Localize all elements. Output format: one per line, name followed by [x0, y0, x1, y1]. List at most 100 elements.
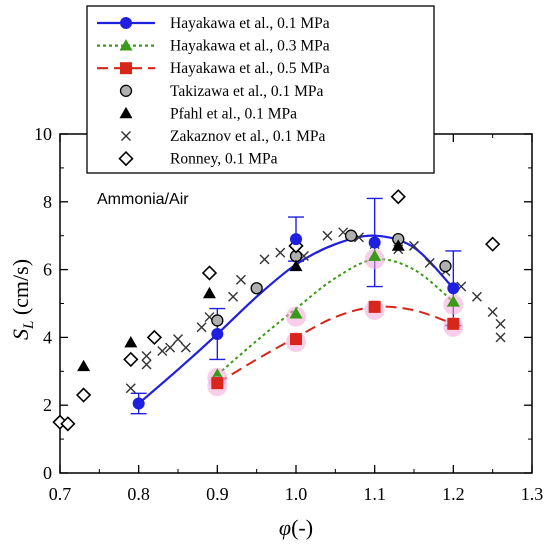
y-tick-label: 2	[43, 395, 52, 415]
cross-stroke	[204, 312, 215, 323]
data-point	[289, 307, 303, 319]
legend-entry: Hayakawa et al., 0.5 MPa	[97, 60, 330, 77]
data-point	[368, 300, 381, 313]
cross-stroke	[495, 332, 506, 343]
data-point	[60, 416, 76, 432]
data-point	[446, 295, 460, 307]
x-tick-label: 1.1	[363, 484, 386, 504]
x-tick-label: 1.3	[521, 484, 544, 504]
data-point	[196, 322, 207, 333]
cross-stroke	[228, 291, 239, 302]
cross-stroke	[180, 342, 191, 353]
cross-stroke	[121, 131, 131, 141]
cross-stroke	[424, 257, 435, 268]
data-point	[124, 335, 138, 348]
data-point	[146, 329, 163, 346]
x-axis-unit: (-)	[291, 515, 313, 540]
data-point	[201, 265, 218, 281]
data-point	[344, 229, 358, 242]
data-point	[211, 314, 224, 327]
x-tick-label: 0.7	[49, 484, 72, 504]
y-axis-unit: (cm/s)	[8, 259, 33, 321]
y-tick-label: 6	[43, 260, 52, 280]
data-point	[495, 332, 506, 343]
data-point	[368, 249, 382, 261]
cross-stroke	[196, 322, 207, 333]
cross-stroke	[141, 359, 152, 370]
data-point	[211, 377, 224, 390]
data-point	[125, 383, 136, 394]
data-point	[141, 359, 152, 370]
data-point	[487, 306, 498, 317]
data-point	[173, 334, 183, 345]
y-tick-label: 4	[43, 327, 52, 347]
data-point	[471, 291, 482, 302]
y-axis-label: SL (cm/s)	[8, 259, 37, 340]
data-point	[211, 328, 224, 341]
y-tick-label: 10	[34, 124, 52, 144]
axis-ticks: 0.7 0.8 0.9 1.0 1.1 1.2 1.3 0 2 4 6 8 10	[34, 124, 543, 504]
data-point	[290, 333, 302, 346]
legend-label: Zakaznov et al., 0.1 MPa	[170, 128, 326, 145]
data-markers	[52, 189, 506, 432]
data-point	[228, 291, 239, 302]
x-tick-label: 0.8	[127, 484, 150, 504]
x-axis-symbol: φ	[279, 515, 291, 540]
cross-stroke	[165, 342, 176, 353]
legend-entry: Pfahl et al., 0.1 MPa	[119, 105, 297, 122]
data-point	[290, 233, 302, 246]
data-point	[235, 274, 246, 285]
data-point	[439, 260, 452, 273]
x-tick-label: 0.9	[206, 484, 229, 504]
data-point	[75, 387, 92, 403]
legend-label: Hayakawa et al., 0.5 MPa	[170, 60, 330, 77]
data-point	[495, 318, 506, 329]
legend-entry: Ronney, 0.1 MPa	[118, 151, 278, 168]
legend-marker	[120, 17, 132, 29]
legend-marker	[121, 131, 131, 141]
legend-marker	[119, 84, 133, 97]
data-point	[289, 259, 303, 272]
legend-marker	[119, 106, 133, 119]
y-tick-label: 0	[43, 463, 52, 483]
y-axis-label-text: SL (cm/s)	[8, 259, 37, 340]
cross-stroke	[353, 232, 364, 243]
data-point	[322, 230, 333, 241]
cross-stroke	[322, 230, 333, 241]
legend-label: Ronney, 0.1 MPa	[170, 151, 278, 168]
cross-stroke	[141, 351, 152, 362]
data-point	[485, 236, 501, 252]
x-tick-label: 1.2	[442, 484, 465, 504]
data-point	[368, 236, 381, 249]
fit-curve	[216, 305, 454, 385]
chart-annotation: Ammonia/Air	[97, 191, 189, 208]
data-point	[132, 397, 145, 410]
data-point	[250, 282, 263, 295]
data-point	[157, 345, 168, 356]
legend-marker	[120, 62, 132, 75]
cross-stroke	[157, 345, 168, 356]
legend-label: Hayakawa et al., 0.1 MPa	[170, 15, 330, 32]
cross-stroke	[275, 247, 286, 258]
data-point	[409, 240, 419, 251]
cross-stroke	[125, 383, 136, 394]
cross-stroke	[338, 227, 349, 238]
cross-stroke	[409, 240, 419, 251]
data-point	[424, 257, 435, 268]
data-point	[391, 239, 405, 251]
cross-stroke	[235, 274, 246, 285]
data-point	[447, 282, 460, 295]
data-point	[141, 351, 152, 362]
legend-label: Takizawa et al., 0.1 MPa	[170, 83, 324, 100]
y-axis-subscript: L	[21, 321, 37, 330]
data-point	[202, 286, 216, 299]
x-axis-label: φ(-)	[279, 515, 313, 540]
data-point	[180, 342, 191, 353]
data-point	[165, 342, 176, 353]
legend-label: Pfahl et al., 0.1 MPa	[170, 105, 297, 122]
x-tick-label: 1.0	[285, 484, 308, 504]
cross-stroke	[259, 254, 270, 265]
data-point	[447, 317, 460, 330]
data-point	[390, 189, 406, 205]
